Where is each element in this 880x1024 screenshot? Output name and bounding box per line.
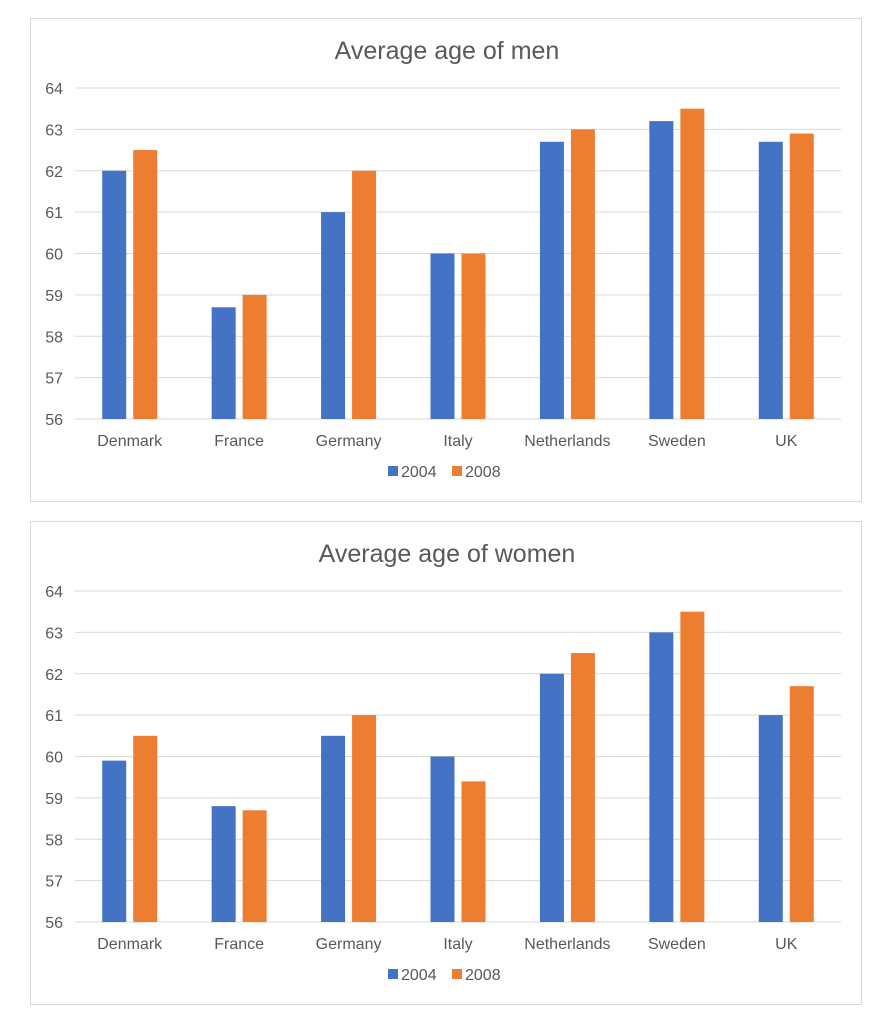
- x-category-label: Italy: [443, 433, 472, 450]
- bar-2008-sweden: [680, 108, 705, 419]
- bar-2004-italy: [430, 253, 455, 419]
- bar-2004-italy: [430, 756, 455, 922]
- bar-2004-germany: [321, 735, 346, 922]
- bar-2004-france: [211, 806, 236, 922]
- x-category-label: Italy: [443, 936, 472, 953]
- x-category-label: Denmark: [97, 433, 163, 450]
- y-tick-label: 62: [45, 667, 63, 684]
- y-tick-label: 58: [45, 329, 63, 346]
- chart-title: Average age of men: [335, 37, 560, 65]
- chart-panel-women: Average age of women 56 57 58 59 60 61 62 63 64 D…: [30, 521, 862, 1005]
- bar-2008-germany: [352, 170, 377, 419]
- y-tick-label: 62: [45, 164, 63, 181]
- bar-2004-sweden: [649, 632, 674, 922]
- x-category-label: Denmark: [97, 936, 163, 953]
- x-category-label: Netherlands: [524, 936, 610, 953]
- bar-2008-sweden: [680, 611, 705, 922]
- bar-2004-sweden: [649, 121, 674, 419]
- x-category-label: Netherlands: [524, 433, 610, 450]
- bar-2004-uk: [758, 141, 783, 419]
- x-category-label: UK: [775, 433, 798, 450]
- legend-swatch-2004: [388, 969, 398, 979]
- bar-2008-italy: [461, 781, 486, 922]
- bar-2008-france: [242, 810, 267, 922]
- bar-2008-italy: [461, 253, 486, 419]
- chart-panel-men: Average age of men 56 57 58 59 60 61 62 63 64 Den…: [30, 18, 862, 502]
- y-tick-label: 61: [45, 708, 63, 725]
- x-category-label: France: [214, 936, 264, 953]
- x-category-label: Sweden: [648, 433, 706, 450]
- y-tick-label: 61: [45, 205, 63, 222]
- bar-2008-france: [242, 294, 267, 419]
- y-tick-label: 58: [45, 832, 63, 849]
- bar-2008-germany: [352, 715, 377, 922]
- x-category-label: Sweden: [648, 936, 706, 953]
- x-category-label: France: [214, 433, 264, 450]
- y-tick-label: 59: [45, 288, 63, 305]
- y-tick-label: 59: [45, 791, 63, 808]
- bar-2004-france: [211, 307, 236, 419]
- chart-women-svg: Average age of women 56 57 58 59 60 61 62 63 64 D…: [45, 540, 841, 984]
- y-tick-label: 57: [45, 371, 63, 388]
- bar-2008-denmark: [133, 735, 158, 922]
- legend-label-2004: 2004: [401, 464, 437, 481]
- y-tick-label: 63: [45, 122, 63, 139]
- y-tick-label: 57: [45, 874, 63, 891]
- chart-title: Average age of women: [319, 540, 576, 568]
- bar-2004-denmark: [102, 170, 127, 419]
- legend-swatch-2008: [452, 969, 462, 979]
- bar-2008-netherlands: [570, 129, 595, 419]
- x-category-label: Germany: [316, 936, 382, 953]
- x-category-label: Germany: [316, 433, 382, 450]
- y-tick-label: 60: [45, 750, 63, 767]
- bar-2008-uk: [789, 686, 814, 922]
- bar-2008-denmark: [133, 150, 158, 419]
- chart-men-svg: Average age of men 56 57 58 59 60 61 62 63 64 Den…: [45, 37, 841, 481]
- x-category-label: UK: [775, 936, 798, 953]
- legend-swatch-2008: [452, 466, 462, 476]
- legend-label-2008: 2008: [465, 464, 501, 481]
- y-tick-label: 60: [45, 247, 63, 264]
- y-tick-label: 56: [45, 915, 63, 932]
- y-tick-label: 63: [45, 625, 63, 642]
- y-tick-label: 64: [45, 81, 63, 98]
- bar-2004-netherlands: [539, 673, 564, 922]
- bar-2004-uk: [758, 715, 783, 922]
- y-tick-label: 56: [45, 412, 63, 429]
- bar-2008-uk: [789, 133, 814, 419]
- bar-2004-denmark: [102, 760, 127, 922]
- legend-label-2008: 2008: [465, 967, 501, 984]
- legend-label-2004: 2004: [401, 967, 437, 984]
- bar-2008-netherlands: [570, 653, 595, 922]
- legend-swatch-2004: [388, 466, 398, 476]
- bar-2004-germany: [321, 212, 346, 419]
- bar-2004-netherlands: [539, 141, 564, 419]
- y-tick-label: 64: [45, 584, 63, 601]
